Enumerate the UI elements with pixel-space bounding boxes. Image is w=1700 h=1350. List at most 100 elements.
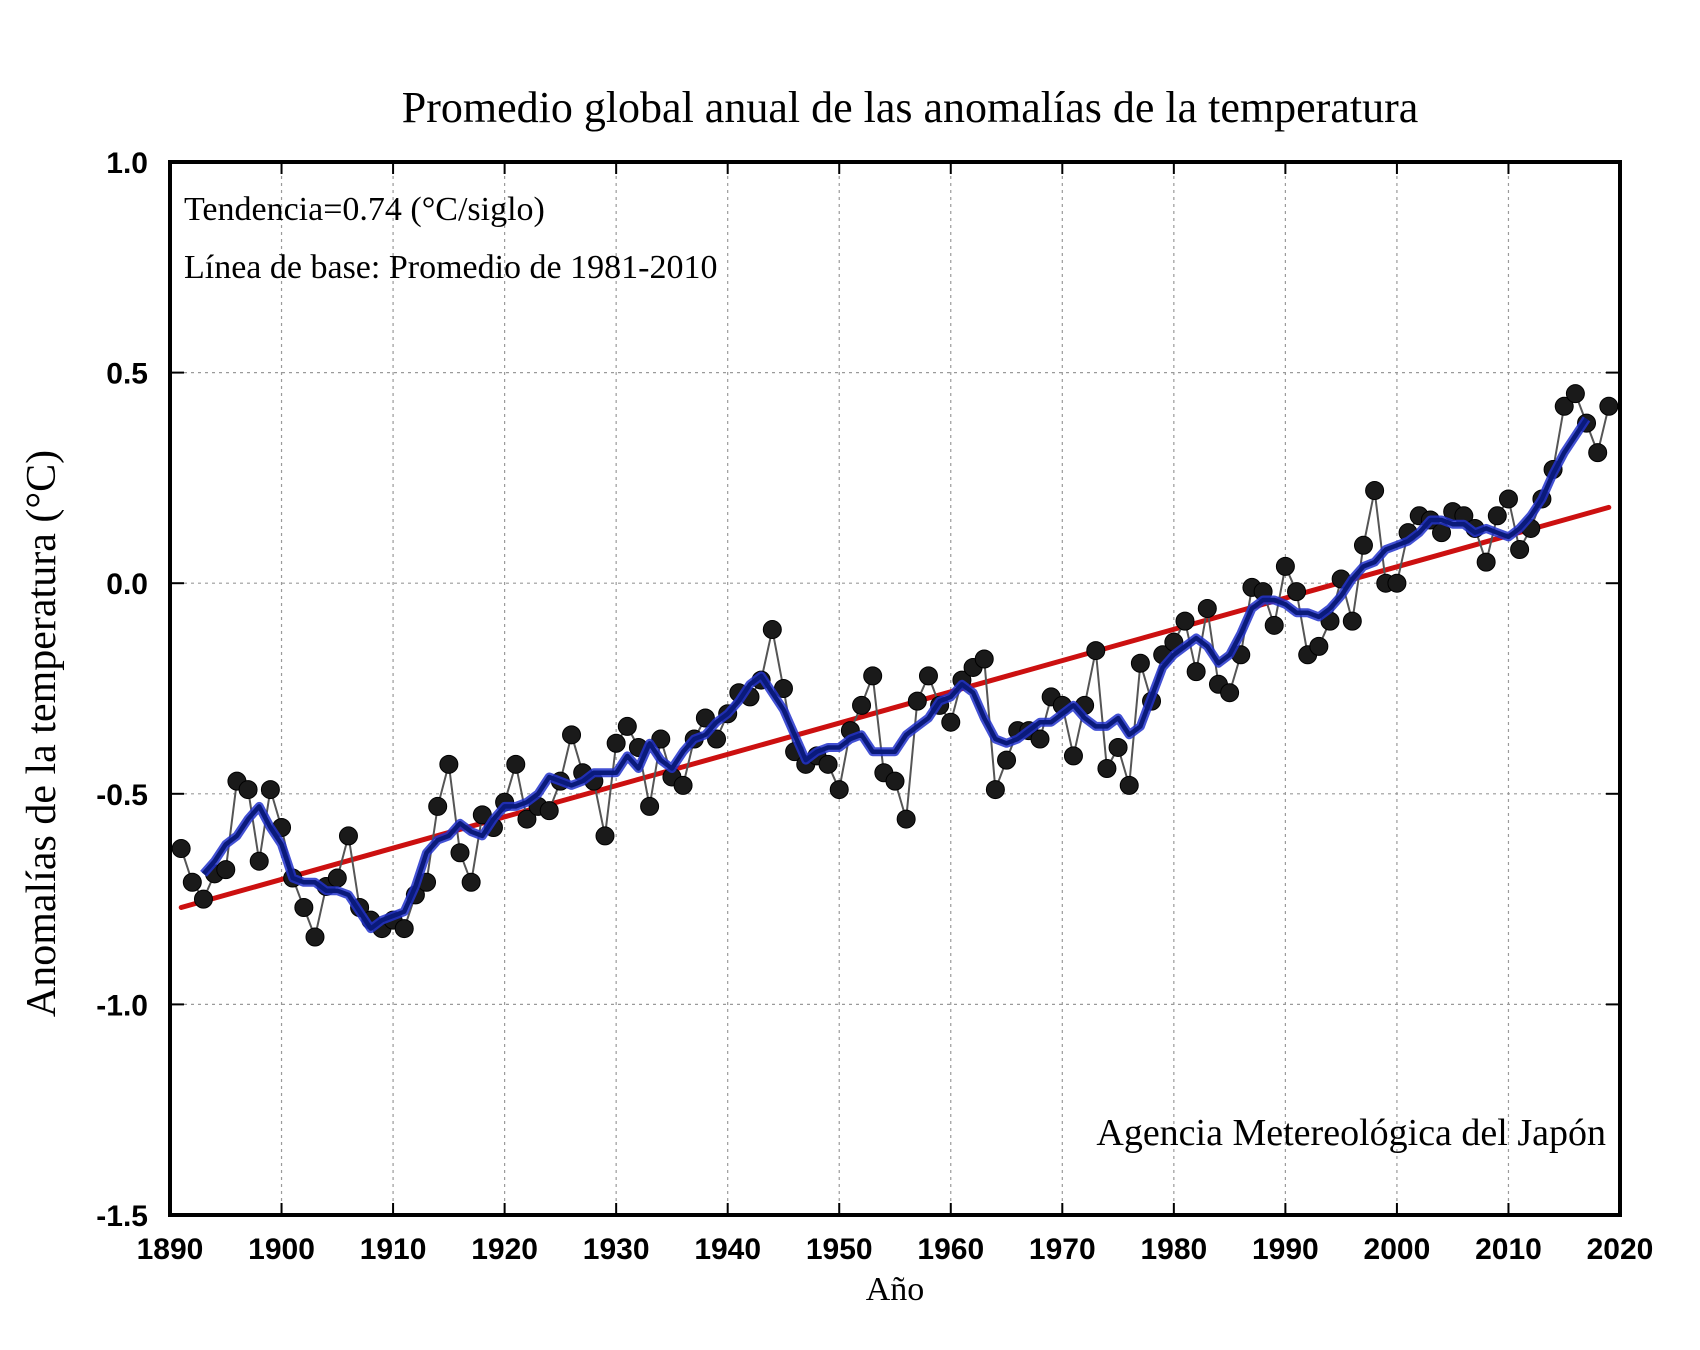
- trend-line-group: [178, 504, 1612, 910]
- plot-frame: [168, 160, 1622, 1217]
- x-tick-label: 2010: [1475, 1233, 1542, 1266]
- moving-average-group: [200, 416, 1591, 934]
- annual-data-point: [1510, 540, 1530, 560]
- annual-data-point: [974, 649, 994, 669]
- annual-data-point: [695, 708, 715, 728]
- y-tick-label: 0.5: [106, 358, 148, 391]
- annual-data-point: [216, 860, 236, 880]
- annual-data-point: [907, 691, 927, 711]
- annual-data-point: [606, 733, 626, 753]
- annual-data-point: [517, 809, 537, 829]
- annual-data-point: [673, 775, 693, 795]
- annual-data-point: [1309, 636, 1329, 656]
- annual-data-point: [338, 826, 358, 846]
- annual-data-point: [651, 729, 671, 749]
- y-tick-label: 0.0: [106, 568, 148, 601]
- annual-data-point: [1599, 396, 1619, 416]
- annual-data-point: [1365, 481, 1385, 501]
- y-tick-label: -1.5: [96, 1200, 148, 1233]
- annual-data-point: [1108, 737, 1128, 757]
- annual-data-point: [1086, 641, 1106, 661]
- annual-data-point: [1476, 552, 1496, 572]
- x-axis-label: Año: [866, 1271, 925, 1308]
- annual-data-point: [1063, 746, 1083, 766]
- annual-data-point: [1220, 683, 1240, 703]
- annual-data-point: [1342, 611, 1362, 631]
- annual-data-point: [1275, 556, 1295, 576]
- annual-data-point: [1030, 729, 1050, 749]
- annual-data-point: [171, 839, 191, 859]
- annual-data-point: [1588, 443, 1608, 463]
- annual-data-point: [852, 695, 872, 715]
- annual-data-point: [818, 754, 838, 774]
- annual-data-point: [294, 898, 314, 918]
- x-tick-label: 1890: [137, 1233, 204, 1266]
- annual-data-point: [707, 729, 727, 749]
- annual-data-point: [1119, 775, 1139, 795]
- annual-data-point: [428, 796, 448, 816]
- annual-data-point: [1387, 573, 1407, 593]
- annual-data-point: [1197, 598, 1217, 618]
- annual-data-point: [595, 826, 615, 846]
- grid: [170, 162, 1620, 1215]
- annual-data-point: [997, 750, 1017, 770]
- annual-data-point: [394, 919, 414, 939]
- y-tick-label: -0.5: [96, 779, 148, 812]
- annual-data-point: [327, 868, 347, 888]
- trend-line: [178, 504, 1612, 910]
- annual-data-point: [439, 754, 459, 774]
- x-tick-label: 1930: [583, 1233, 650, 1266]
- annual-data-point: [762, 620, 782, 640]
- annual-data-point: [249, 851, 269, 871]
- x-tick-label: 1980: [1140, 1233, 1207, 1266]
- annual-data-point: [863, 666, 883, 686]
- annual-data-point: [1130, 653, 1150, 673]
- annual-data-point: [461, 872, 481, 892]
- annual-data-point: [238, 780, 258, 800]
- annual-data-point: [617, 716, 637, 736]
- annual-data-point: [562, 725, 582, 745]
- annual-data-point: [640, 796, 660, 816]
- x-tick-label: 1970: [1029, 1233, 1096, 1266]
- x-tick-label: 1950: [806, 1233, 873, 1266]
- y-tick-label: -1.0: [96, 989, 148, 1022]
- x-tick-label: 2000: [1364, 1233, 1431, 1266]
- y-axis: 1.0 0.5 0.0 -0.5 -1.0 -1.5: [96, 147, 1620, 1233]
- moving-average-line: [201, 417, 1589, 931]
- annual-data-point: [896, 809, 916, 829]
- source-annotation: Agencia Metereológica del Japón: [1096, 1112, 1606, 1154]
- annual-data-point: [1186, 662, 1206, 682]
- x-tick-label: 1940: [694, 1233, 761, 1266]
- x-tick-label: 1990: [1252, 1233, 1319, 1266]
- annual-data-point: [1487, 506, 1507, 526]
- annual-data-point: [829, 780, 849, 800]
- annual-data-point: [941, 712, 961, 732]
- annual-data-point: [506, 754, 526, 774]
- annual-data-point: [1287, 582, 1307, 602]
- baseline-annotation: Línea de base: Promedio de 1981-2010: [184, 249, 717, 286]
- annual-data-point: [539, 801, 559, 821]
- x-tick-label: 1960: [917, 1233, 984, 1266]
- x-tick-label: 1920: [471, 1233, 538, 1266]
- annual-data-point: [193, 889, 213, 909]
- annual-data-point: [885, 771, 905, 791]
- annual-data-point: [1097, 759, 1117, 779]
- x-tick-label: 2020: [1587, 1233, 1654, 1266]
- annual-data-point: [985, 780, 1005, 800]
- annual-data-point: [1175, 611, 1195, 631]
- annual-data-point: [260, 780, 280, 800]
- annual-data-point: [1264, 615, 1284, 635]
- annual-data-point: [1565, 384, 1585, 404]
- x-axis: 1890 1900 1910 1920 1930 1940 1950 1960 1970 1980…: [137, 162, 1654, 1266]
- trend-annotation: Tendencia=0.74 (°C/siglo): [184, 191, 545, 228]
- annual-data-point: [305, 927, 325, 947]
- annual-data-point: [182, 872, 202, 892]
- y-axis-label: Anomalías de la temperatura (°C): [19, 450, 65, 1017]
- chart-title: Promedio global anual de las anomalías d…: [402, 83, 1419, 132]
- annual-data-point: [918, 666, 938, 686]
- annual-data-point: [450, 843, 470, 863]
- x-tick-label: 1900: [248, 1233, 315, 1266]
- annual-data-point: [1554, 396, 1574, 416]
